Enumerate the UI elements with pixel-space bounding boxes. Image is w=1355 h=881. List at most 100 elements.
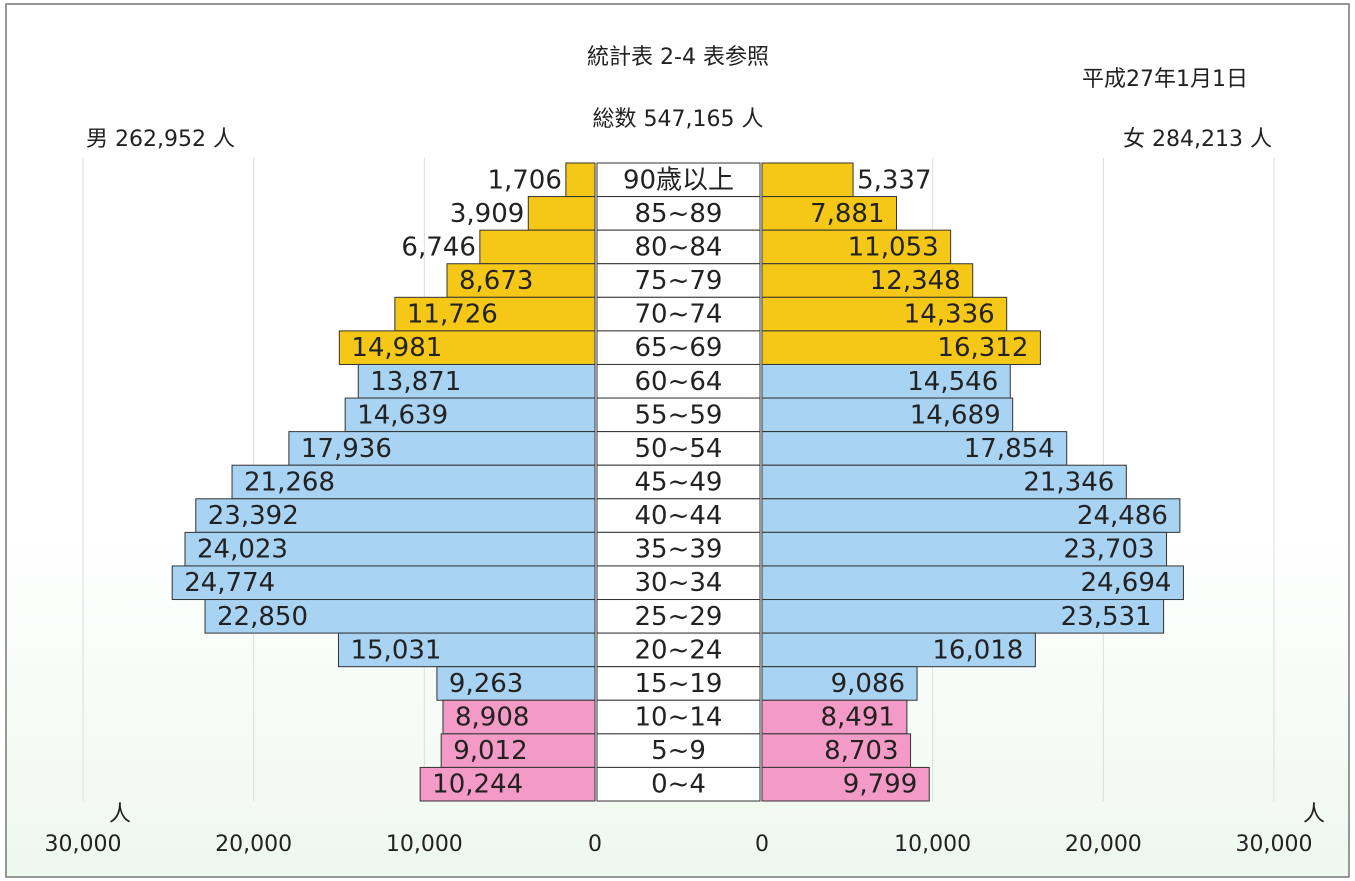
bar: [761, 330, 1041, 365]
bar: [288, 431, 596, 466]
age-cell: [596, 599, 761, 634]
age-label: 80~84: [635, 232, 723, 262]
age-cell: [596, 397, 761, 433]
value-label: 14,981: [351, 333, 442, 363]
age-cell: [596, 464, 761, 500]
bar: [761, 666, 918, 701]
age-label: 55~59: [635, 400, 723, 430]
value-label: 16,018: [932, 635, 1023, 665]
value-label: 24,486: [1077, 501, 1168, 531]
age-cell: [596, 263, 761, 298]
age-label: 70~74: [635, 300, 723, 330]
value-label: 22,850: [217, 602, 308, 632]
bar: [761, 363, 1011, 399]
bar: [479, 229, 596, 265]
bar: [761, 397, 1014, 433]
value-label: 9,799: [843, 770, 917, 800]
value-label: 17,936: [301, 434, 392, 464]
age-label: 90歳以上: [623, 165, 734, 195]
x-tick-label: 0: [588, 832, 602, 857]
bar: [761, 296, 1008, 332]
bar: [565, 162, 596, 198]
age-label: 75~79: [635, 266, 723, 296]
age-label: 50~54: [635, 434, 723, 464]
bar: [527, 196, 596, 231]
value-label: 6,746: [401, 232, 475, 262]
value-label: 9,012: [453, 736, 527, 766]
age-label: 15~19: [635, 669, 723, 699]
value-label: 21,268: [244, 468, 335, 498]
value-label: 14,336: [904, 300, 995, 330]
age-cell: [596, 632, 761, 668]
age-cell: [596, 766, 761, 802]
age-label: 0~4: [651, 770, 706, 800]
x-tick-label: 20,000: [1065, 832, 1142, 857]
bar: [761, 162, 854, 198]
value-label: 14,689: [910, 400, 1001, 430]
value-label: 11,726: [407, 300, 498, 330]
value-label: 10,244: [432, 770, 523, 800]
value-label: 24,694: [1080, 568, 1171, 598]
value-label: 24,023: [197, 535, 288, 565]
age-cell: [596, 229, 761, 265]
value-label: 12,348: [870, 266, 961, 296]
value-label: 23,531: [1061, 602, 1152, 632]
bar: [344, 397, 596, 433]
age-cell: [596, 363, 761, 399]
age-cell: [596, 565, 761, 601]
age-label: 10~14: [635, 703, 723, 733]
value-label: 14,546: [907, 367, 998, 397]
age-cell: [596, 296, 761, 332]
bar: [446, 263, 596, 298]
bar: [231, 464, 596, 500]
bar: [761, 766, 930, 802]
x-tick-label: 10,000: [894, 832, 971, 857]
axis-unit: 人: [1303, 802, 1325, 827]
value-label: 3,909: [450, 199, 524, 229]
subtitle: 総数 547,165 人: [593, 107, 764, 132]
value-label: 17,854: [964, 434, 1055, 464]
value-label: 8,908: [455, 703, 529, 733]
bar: [761, 632, 1036, 668]
chart-title: 統計表 2-4 表参照: [587, 45, 769, 70]
value-label: 16,312: [937, 333, 1028, 363]
age-label: 65~69: [635, 333, 723, 363]
value-label: 9,263: [449, 669, 523, 699]
bar: [761, 699, 908, 735]
age-label: 60~64: [635, 367, 723, 397]
bar: [204, 599, 596, 634]
bar: [761, 431, 1068, 466]
bar: [394, 296, 596, 332]
value-label: 21,346: [1023, 468, 1114, 498]
age-cell: [596, 196, 761, 231]
value-label: 15,031: [350, 635, 441, 665]
bar: [419, 766, 596, 802]
value-label: 23,703: [1064, 535, 1155, 565]
bar: [357, 363, 596, 399]
age-label: 5~9: [651, 736, 706, 766]
x-tick-label: 0: [755, 832, 769, 857]
bar: [761, 599, 1165, 634]
age-cell: [596, 162, 761, 198]
value-label: 8,703: [824, 736, 898, 766]
bar: [761, 498, 1181, 533]
value-label: 13,871: [370, 367, 461, 397]
value-label: 8,491: [820, 703, 894, 733]
x-tick-label: 30,000: [1236, 832, 1313, 857]
right-label: 女 284,213 人: [1123, 127, 1272, 152]
age-cell: [596, 733, 761, 768]
age-cell: [596, 431, 761, 466]
value-label: 5,337: [857, 165, 931, 195]
value-label: 24,774: [184, 568, 275, 598]
bar: [761, 196, 898, 231]
bar: [440, 733, 596, 768]
bar: [337, 632, 596, 668]
x-tick-label: 30,000: [45, 832, 122, 857]
bar: [184, 531, 596, 567]
age-label: 25~29: [635, 602, 723, 632]
bar: [436, 666, 596, 701]
bar: [761, 531, 1168, 567]
age-label: 30~34: [635, 568, 723, 598]
